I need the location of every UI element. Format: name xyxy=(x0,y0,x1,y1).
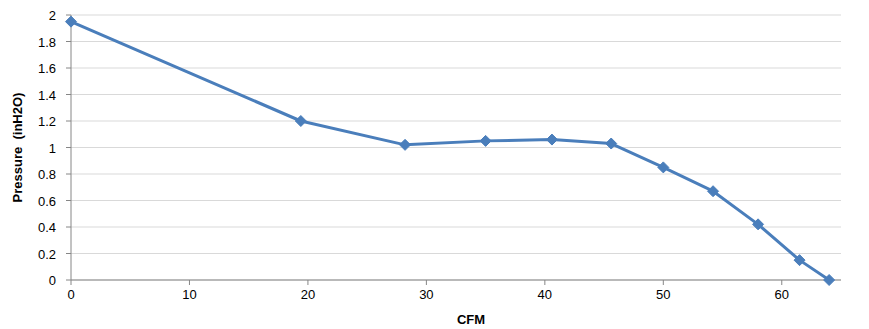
grid-line xyxy=(71,280,841,281)
x-axis-title: CFM xyxy=(457,312,485,327)
x-tick xyxy=(426,280,427,285)
y-axis xyxy=(71,15,72,280)
y-tick-label: 1.6 xyxy=(38,61,56,76)
grid-line xyxy=(71,41,841,42)
y-tick xyxy=(66,227,71,228)
y-tick-label: 1.4 xyxy=(38,88,56,103)
data-point xyxy=(295,116,306,127)
data-point xyxy=(824,275,835,286)
x-tick-label: 50 xyxy=(656,287,670,302)
y-tick-label: 0.4 xyxy=(38,220,56,235)
data-point xyxy=(708,186,719,197)
data-point xyxy=(66,16,77,27)
x-tick xyxy=(71,280,72,285)
x-tick-label: 30 xyxy=(419,287,433,302)
y-tick-label: 0.6 xyxy=(38,194,56,209)
x-tick xyxy=(544,280,545,285)
grid-line xyxy=(71,121,841,122)
y-tick-label: 0 xyxy=(49,273,56,288)
grid-line xyxy=(71,174,841,175)
grid-line xyxy=(71,94,841,95)
y-tick-label: 1 xyxy=(49,141,56,156)
data-point xyxy=(658,162,669,173)
x-tick-label: 10 xyxy=(182,287,196,302)
y-tick xyxy=(66,68,71,69)
grid-line xyxy=(71,253,841,254)
y-tick-label: 1.2 xyxy=(38,114,56,129)
data-point xyxy=(794,255,805,266)
chart: 00.20.40.60.811.21.41.61.820102030405060… xyxy=(0,0,869,329)
y-tick xyxy=(66,147,71,148)
x-tick xyxy=(307,280,308,285)
plot-area xyxy=(66,16,835,285)
x-tick-label: 0 xyxy=(67,287,74,302)
y-tick-label: 0.8 xyxy=(38,167,56,182)
x-tick xyxy=(189,280,190,285)
x-axis xyxy=(71,280,841,281)
grid-line xyxy=(71,227,841,228)
y-tick xyxy=(66,15,71,16)
data-point xyxy=(480,135,491,146)
data-line xyxy=(71,22,829,280)
x-tick-label: 20 xyxy=(301,287,315,302)
x-tick-label: 60 xyxy=(775,287,789,302)
grid-line xyxy=(71,147,841,148)
x-tick-label: 40 xyxy=(538,287,552,302)
y-tick-label: 1.8 xyxy=(38,35,56,50)
y-tick xyxy=(66,121,71,122)
y-axis-title: Pressure (inH2O) xyxy=(10,93,25,203)
grid-line xyxy=(71,68,841,69)
y-tick-label: 2 xyxy=(49,8,56,23)
x-tick xyxy=(663,280,664,285)
y-tick-label: 0.2 xyxy=(38,247,56,262)
data-point xyxy=(546,134,557,145)
y-tick xyxy=(66,94,71,95)
y-tick xyxy=(66,280,71,281)
grid-line xyxy=(71,15,841,16)
x-tick xyxy=(781,280,782,285)
data-point xyxy=(606,138,617,149)
y-tick xyxy=(66,253,71,254)
y-tick xyxy=(66,200,71,201)
y-tick xyxy=(66,174,71,175)
data-point xyxy=(753,219,764,230)
data-point xyxy=(400,139,411,150)
y-tick xyxy=(66,41,71,42)
